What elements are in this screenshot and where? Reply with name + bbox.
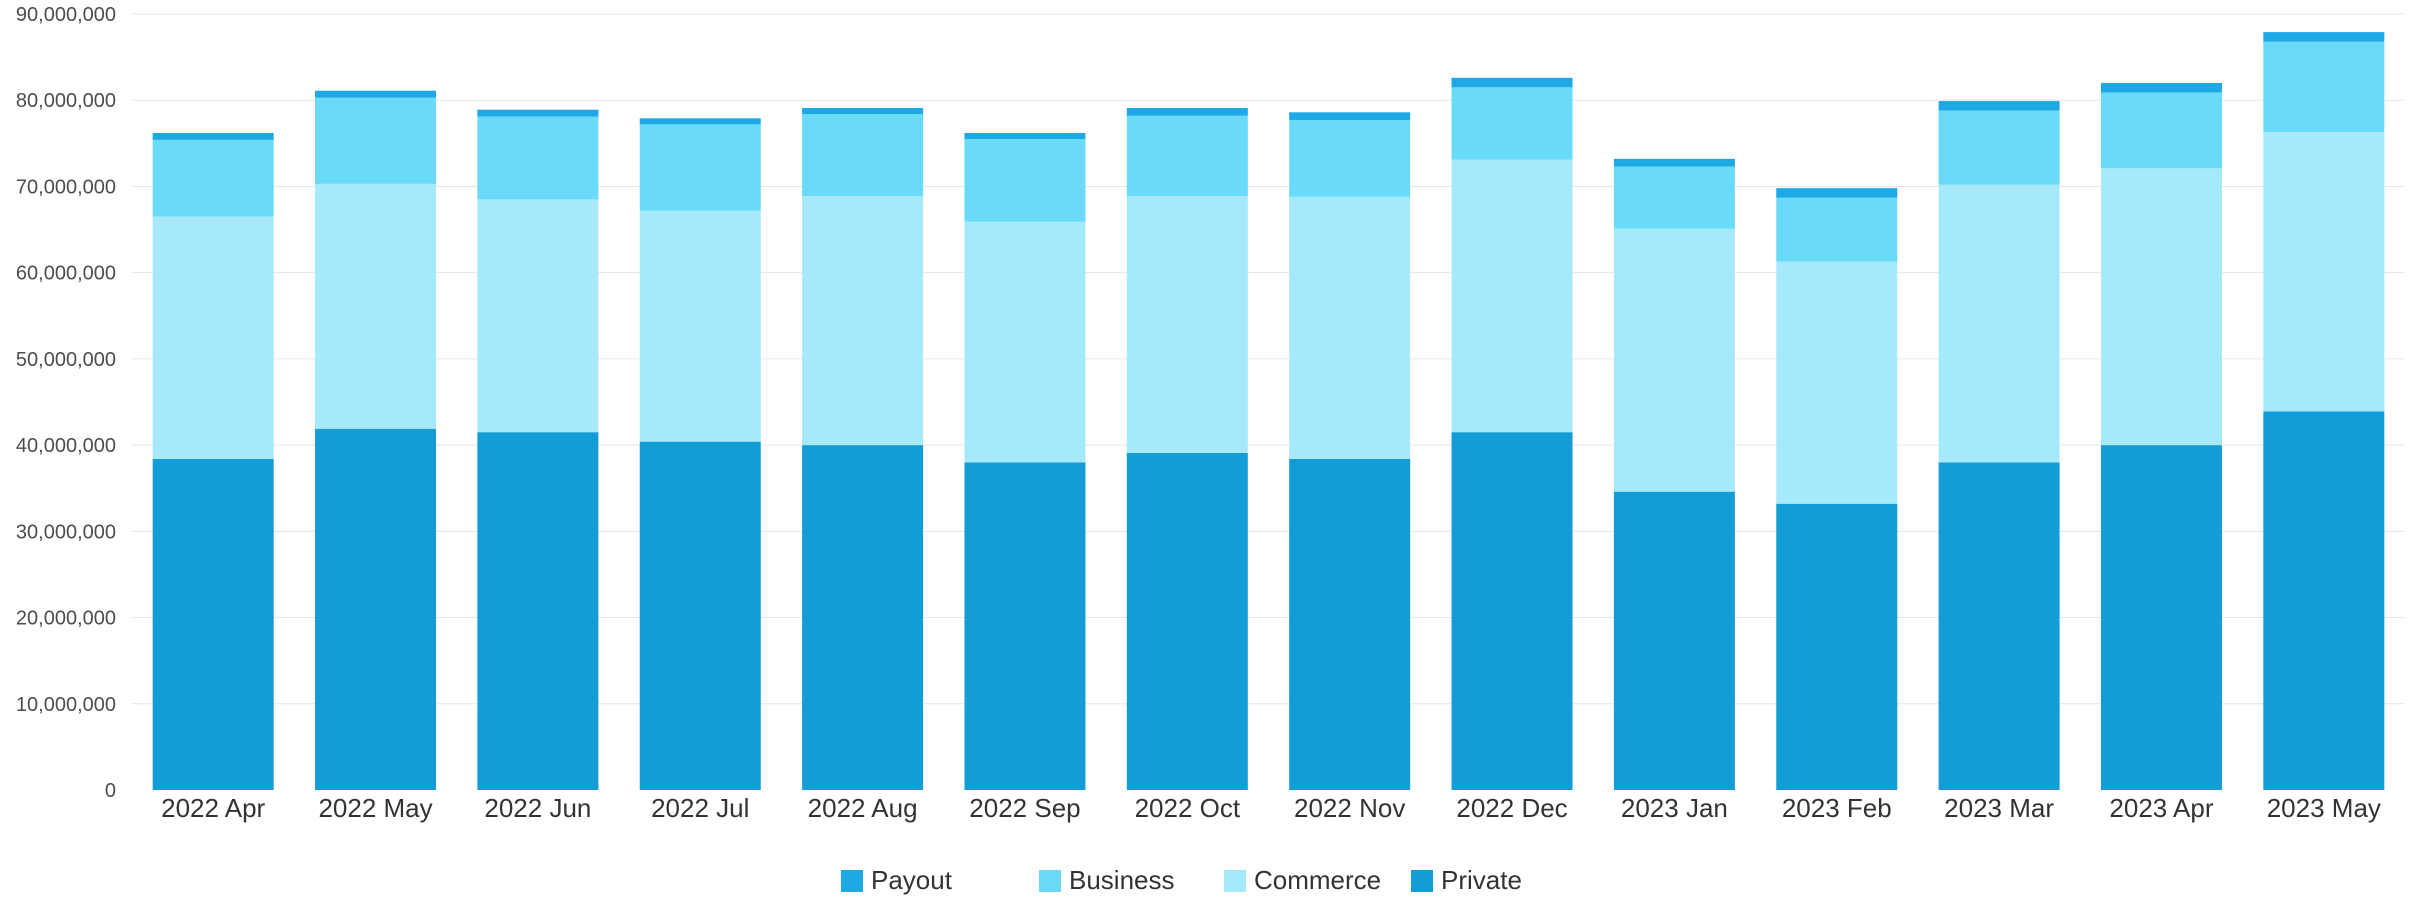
legend-swatch-payout[interactable] bbox=[841, 870, 863, 892]
bar-segment-business bbox=[2100, 92, 2222, 169]
bar-segment-payout bbox=[1613, 158, 1735, 167]
bar-segment-business bbox=[964, 139, 1086, 222]
bar-segment-business bbox=[152, 139, 274, 217]
bar-segment-business bbox=[1451, 87, 1573, 160]
legend: Payout Business Commerce Private bbox=[841, 865, 1522, 895]
bar-segment-commerce bbox=[2263, 132, 2385, 412]
x-tick-label: 2022 Apr bbox=[161, 793, 265, 823]
bar-segment-commerce bbox=[1126, 195, 1248, 453]
bar-segment-private bbox=[315, 428, 437, 790]
bar-segment-commerce bbox=[315, 183, 437, 429]
bar-segment-commerce bbox=[1938, 184, 2060, 463]
x-tick-label: 2022 Aug bbox=[808, 793, 918, 823]
bar-segment-commerce bbox=[2100, 168, 2222, 446]
grid-layer bbox=[132, 13, 2405, 705]
bar-segment-commerce bbox=[639, 210, 761, 442]
x-tick-label: 2022 Dec bbox=[1456, 793, 1567, 823]
bar-segment-business bbox=[1289, 120, 1411, 197]
bar-segment-business bbox=[639, 124, 761, 211]
bar-segment-private bbox=[477, 432, 599, 790]
bar-segment-commerce bbox=[152, 216, 274, 459]
bar-segment-commerce bbox=[1613, 228, 1735, 492]
bar-segment-payout bbox=[1451, 77, 1573, 88]
bar-segment-private bbox=[2263, 411, 2385, 790]
x-tick-label: 2022 May bbox=[318, 793, 432, 823]
bar-segment-payout bbox=[2263, 32, 2385, 42]
legend-label-business[interactable]: Business bbox=[1069, 865, 1175, 895]
legend-label-payout[interactable]: Payout bbox=[871, 865, 953, 895]
x-tick-label: 2023 Jan bbox=[1621, 793, 1728, 823]
bar-segment-commerce bbox=[1451, 159, 1573, 433]
x-axis: 2022 Apr 2022 May 2022 Jun 2022 Jul 2022 Aug… bbox=[161, 793, 2381, 823]
legend-label-commerce[interactable]: Commerce bbox=[1254, 865, 1381, 895]
bar-segment-business bbox=[1613, 166, 1735, 229]
x-tick-label: 2023 Feb bbox=[1782, 793, 1892, 823]
legend-swatch-commerce[interactable] bbox=[1224, 870, 1246, 892]
x-tick-label: 2022 Oct bbox=[1135, 793, 1241, 823]
x-tick-label: 2023 Apr bbox=[2109, 793, 2213, 823]
bar-segment-payout bbox=[152, 132, 274, 140]
bar-segment-private bbox=[1451, 432, 1573, 790]
bar-segment-private bbox=[1776, 503, 1898, 790]
x-tick-label: 2022 Jul bbox=[651, 793, 749, 823]
bar-segment-business bbox=[802, 114, 924, 196]
y-axis: 0 10,000,000 20,000,000 30,000,000 40,000,00… bbox=[16, 4, 116, 802]
y-tick-label: 70,000,000 bbox=[16, 176, 116, 198]
y-tick-label: 30,000,000 bbox=[16, 521, 116, 543]
bar-segment-payout bbox=[639, 118, 761, 125]
bar-segment-commerce bbox=[477, 199, 599, 433]
x-tick-label: 2023 Mar bbox=[1944, 793, 2054, 823]
bar-segment-payout bbox=[477, 109, 599, 117]
bar-segment-commerce bbox=[1776, 261, 1898, 504]
bar-segment-business bbox=[1938, 110, 2060, 185]
bar-segment-payout bbox=[802, 107, 924, 115]
bar-segment-business bbox=[477, 116, 599, 200]
legend-label-private[interactable]: Private bbox=[1441, 865, 1522, 895]
bar-segment-private bbox=[1938, 462, 2060, 790]
x-tick-label: 2023 May bbox=[2267, 793, 2381, 823]
bar-segment-business bbox=[1776, 197, 1898, 262]
bars-layer bbox=[152, 32, 2385, 790]
y-tick-label: 90,000,000 bbox=[16, 4, 116, 26]
bar-segment-payout bbox=[1289, 112, 1411, 121]
bar-segment-business bbox=[1126, 115, 1248, 196]
bar-segment-private bbox=[1126, 452, 1248, 790]
y-tick-label: 50,000,000 bbox=[16, 349, 116, 371]
y-tick-label: 80,000,000 bbox=[16, 90, 116, 112]
bar-segment-business bbox=[315, 97, 437, 184]
bar-segment-payout bbox=[2100, 82, 2222, 93]
bar-segment-payout bbox=[1938, 101, 2060, 111]
legend-swatch-private[interactable] bbox=[1411, 870, 1433, 892]
bar-segment-private bbox=[152, 458, 274, 790]
bar-segment-private bbox=[964, 462, 1086, 790]
x-tick-label: 2022 Jun bbox=[484, 793, 591, 823]
y-tick-label: 40,000,000 bbox=[16, 435, 116, 457]
y-tick-label: 60,000,000 bbox=[16, 263, 116, 285]
y-tick-label: 10,000,000 bbox=[16, 694, 116, 716]
bar-segment-payout bbox=[964, 132, 1086, 140]
bar-segment-private bbox=[2100, 445, 2222, 790]
bar-segment-commerce bbox=[1289, 196, 1411, 459]
bar-segment-private bbox=[802, 445, 924, 790]
bar-segment-payout bbox=[1126, 107, 1248, 116]
x-tick-label: 2022 Nov bbox=[1294, 793, 1405, 823]
legend-swatch-business[interactable] bbox=[1039, 870, 1061, 892]
bar-segment-payout bbox=[315, 90, 437, 98]
y-tick-label: 0 bbox=[105, 780, 116, 802]
bar-segment-private bbox=[1613, 491, 1735, 790]
bar-segment-private bbox=[639, 441, 761, 790]
bar-segment-commerce bbox=[964, 221, 1086, 463]
y-tick-label: 20,000,000 bbox=[16, 608, 116, 630]
bar-segment-private bbox=[1289, 458, 1411, 790]
x-tick-label: 2022 Sep bbox=[969, 793, 1080, 823]
bar-segment-business bbox=[2263, 41, 2385, 133]
bar-segment-payout bbox=[1776, 188, 1898, 198]
bar-segment-commerce bbox=[802, 195, 924, 446]
